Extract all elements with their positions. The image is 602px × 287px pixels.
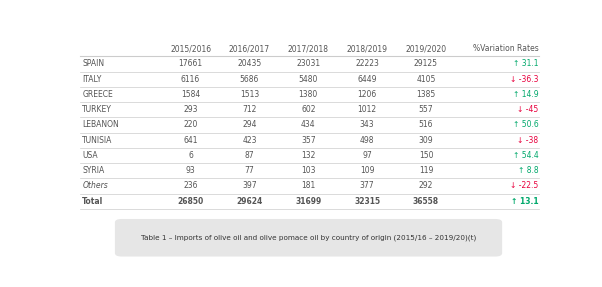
Text: 2019/2020: 2019/2020	[405, 44, 447, 53]
Text: 294: 294	[242, 121, 256, 129]
Text: 2016/2017: 2016/2017	[229, 44, 270, 53]
Text: ↑ 8.8: ↑ 8.8	[518, 166, 539, 175]
Text: ↓ -38: ↓ -38	[517, 136, 539, 145]
Text: 357: 357	[301, 136, 315, 145]
Text: 293: 293	[184, 105, 198, 114]
Text: 150: 150	[419, 151, 433, 160]
Text: 87: 87	[244, 151, 254, 160]
Text: 26850: 26850	[178, 197, 203, 206]
Text: 292: 292	[419, 181, 433, 191]
Text: 29125: 29125	[414, 59, 438, 69]
Text: 20435: 20435	[237, 59, 262, 69]
FancyBboxPatch shape	[115, 219, 502, 257]
Text: 5480: 5480	[299, 75, 318, 84]
Text: 119: 119	[419, 166, 433, 175]
Text: %Variation Rates: %Variation Rates	[473, 44, 539, 53]
Text: 6116: 6116	[181, 75, 200, 84]
Text: 2015/2016: 2015/2016	[170, 44, 211, 53]
Text: 712: 712	[242, 105, 256, 114]
Text: 516: 516	[419, 121, 433, 129]
Text: 6449: 6449	[358, 75, 377, 84]
Text: 2017/2018: 2017/2018	[288, 44, 329, 53]
Text: 22223: 22223	[355, 59, 379, 69]
Text: 1206: 1206	[358, 90, 377, 99]
Text: 36558: 36558	[413, 197, 439, 206]
Text: TURKEY: TURKEY	[82, 105, 112, 114]
Text: 220: 220	[184, 121, 198, 129]
Text: 109: 109	[360, 166, 374, 175]
Text: 434: 434	[301, 121, 315, 129]
Text: 1380: 1380	[299, 90, 318, 99]
Text: 557: 557	[418, 105, 433, 114]
Text: 132: 132	[301, 151, 315, 160]
Text: LEBANON: LEBANON	[82, 121, 119, 129]
Text: 17661: 17661	[179, 59, 203, 69]
Text: ↑ 50.6: ↑ 50.6	[513, 121, 539, 129]
Text: 29624: 29624	[237, 197, 262, 206]
Text: 2018/2019: 2018/2019	[347, 44, 388, 53]
Text: 31699: 31699	[295, 197, 321, 206]
Text: 93: 93	[186, 166, 196, 175]
Text: 32315: 32315	[354, 197, 380, 206]
Text: 4105: 4105	[417, 75, 436, 84]
Text: 103: 103	[301, 166, 315, 175]
Text: 181: 181	[301, 181, 315, 191]
Text: 377: 377	[360, 181, 374, 191]
Text: 1012: 1012	[358, 105, 377, 114]
Text: ↑ 14.9: ↑ 14.9	[513, 90, 539, 99]
Text: Total: Total	[82, 197, 104, 206]
Text: ↑ 54.4: ↑ 54.4	[513, 151, 539, 160]
Text: ↑ 31.1: ↑ 31.1	[513, 59, 539, 69]
Text: 5686: 5686	[240, 75, 259, 84]
Text: 6: 6	[188, 151, 193, 160]
Text: TUNISIA: TUNISIA	[82, 136, 113, 145]
Text: SYRIA: SYRIA	[82, 166, 105, 175]
Text: SPAIN: SPAIN	[82, 59, 104, 69]
Text: ↑ 13.1: ↑ 13.1	[511, 197, 539, 206]
Text: 1513: 1513	[240, 90, 259, 99]
Text: ↓ -36.3: ↓ -36.3	[510, 75, 539, 84]
Text: ↓ -22.5: ↓ -22.5	[510, 181, 539, 191]
Text: ↓ -45: ↓ -45	[517, 105, 539, 114]
Text: 423: 423	[242, 136, 256, 145]
Text: 397: 397	[242, 181, 257, 191]
Text: 1584: 1584	[181, 90, 200, 99]
Text: 23031: 23031	[296, 59, 320, 69]
Text: Table 1 – Imports of olive oil and olive pomace oil by country of origin (2015/1: Table 1 – Imports of olive oil and olive…	[141, 234, 476, 241]
Text: 77: 77	[244, 166, 254, 175]
Text: GREECE: GREECE	[82, 90, 113, 99]
Text: 97: 97	[362, 151, 372, 160]
Text: 498: 498	[360, 136, 374, 145]
Text: 602: 602	[301, 105, 315, 114]
Text: 1385: 1385	[417, 90, 436, 99]
Text: Others: Others	[82, 181, 108, 191]
Text: ITALY: ITALY	[82, 75, 102, 84]
Text: 343: 343	[360, 121, 374, 129]
Text: USA: USA	[82, 151, 98, 160]
Text: 236: 236	[184, 181, 198, 191]
Text: 309: 309	[418, 136, 433, 145]
Text: 641: 641	[184, 136, 198, 145]
